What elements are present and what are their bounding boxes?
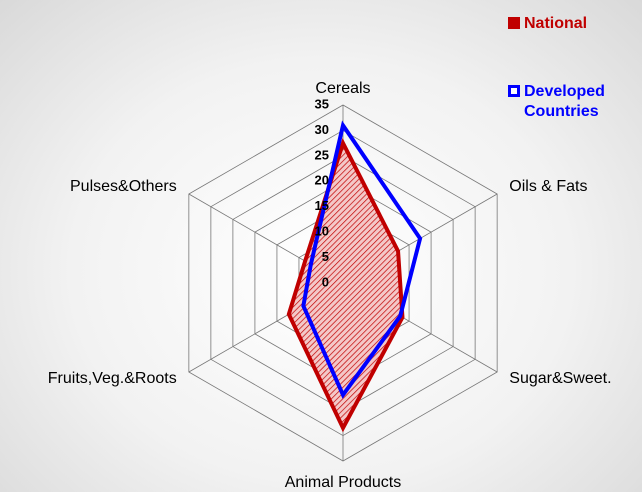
category-label: Sugar&Sweet.	[509, 370, 611, 387]
legend-swatch	[508, 17, 520, 29]
legend-developed: Developed Countries	[508, 82, 634, 122]
category-label: Oils & Fats	[509, 178, 587, 195]
category-label: Animal Products	[285, 474, 402, 491]
y-tick-label: 30	[315, 122, 329, 137]
series-area	[286, 137, 405, 433]
y-tick-label: 5	[322, 249, 329, 264]
y-tick-label: 10	[315, 224, 329, 239]
legend-national: National	[508, 14, 624, 34]
y-tick-label: 25	[315, 147, 329, 162]
category-label: Cereals	[315, 80, 370, 97]
series-area	[301, 120, 423, 399]
legend-label: National	[524, 15, 588, 32]
y-tick-label: 20	[315, 173, 329, 188]
y-tick-label: 35	[315, 96, 329, 111]
y-tick-label: 0	[322, 274, 329, 289]
category-label: Fruits,Veg.&Roots	[48, 370, 177, 387]
legend-swatch	[508, 85, 520, 97]
y-tick-label: 15	[315, 198, 329, 213]
category-label: Pulses&Others	[70, 178, 177, 195]
legend-label: Developed Countries	[524, 83, 605, 120]
